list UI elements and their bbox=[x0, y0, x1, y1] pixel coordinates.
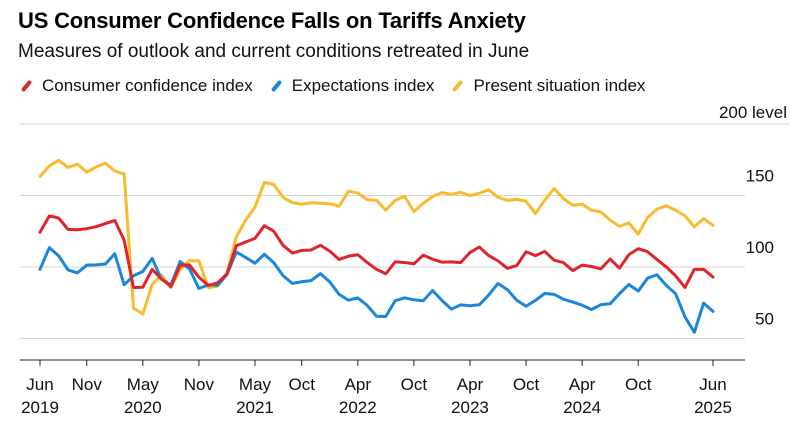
x-tick-year-34: 2022 bbox=[339, 398, 377, 417]
x-tick-label-58: Apr bbox=[569, 375, 596, 394]
y-tick-label-100: 100 bbox=[746, 238, 774, 257]
x-tick-label-72: Jun bbox=[699, 375, 726, 394]
x-tick-label-0: Jun bbox=[26, 375, 53, 394]
y-tick-label-150: 150 bbox=[746, 167, 774, 186]
x-tick-year-46: 2023 bbox=[451, 398, 489, 417]
x-tick-year-72: 2025 bbox=[694, 398, 732, 417]
series-line-consumer-confidence bbox=[38, 214, 715, 289]
legend-label-present-situation: Present situation index bbox=[473, 76, 646, 95]
chart-subtitle: Measures of outlook and current conditio… bbox=[18, 41, 530, 62]
legend-item-present-situation: Present situation index bbox=[449, 76, 645, 96]
y-tick-label-50: 50 bbox=[755, 310, 774, 329]
gridlines bbox=[20, 123, 790, 340]
x-tick-label-28: Oct bbox=[288, 375, 315, 394]
series-line-present-situation bbox=[38, 158, 715, 316]
x-tick-label-40: Oct bbox=[401, 375, 428, 394]
series-lines bbox=[38, 158, 715, 334]
legend-item-expectations: Expectations index bbox=[268, 76, 435, 96]
x-tick-label-11: May bbox=[127, 375, 160, 394]
legend-label-consumer-confidence: Consumer confidence index bbox=[42, 76, 253, 95]
x-tick-year-23: 2021 bbox=[236, 398, 274, 417]
legend-label-expectations: Expectations index bbox=[291, 76, 435, 95]
y-unit-label: 200 level bbox=[719, 103, 787, 122]
x-tick-label-23: May bbox=[239, 375, 272, 394]
x-tick-label-64: Oct bbox=[625, 375, 652, 394]
chart-legend: Consumer confidence index Expectations i… bbox=[18, 76, 660, 96]
x-tick-year-0: 2019 bbox=[21, 398, 59, 417]
x-tick-label-52: Oct bbox=[513, 375, 540, 394]
x-tick-label-17: Nov bbox=[184, 375, 215, 394]
y-axis: 200 level 50 100 150 bbox=[719, 103, 787, 329]
x-tick-label-46: Apr bbox=[457, 375, 484, 394]
x-tick-year-11: 2020 bbox=[124, 398, 162, 417]
legend-item-consumer-confidence: Consumer confidence index bbox=[18, 76, 253, 96]
x-tick-year-58: 2024 bbox=[563, 398, 601, 417]
x-tick-label-34: Apr bbox=[345, 375, 372, 394]
x-axis: Jun 2019 Nov May 2020 Nov May 2021 Oct Apr 2022 Oct… bbox=[20, 359, 745, 417]
chart-title: US Consumer Confidence Falls on Tariffs … bbox=[18, 8, 526, 33]
x-tick-label-5: Nov bbox=[72, 375, 103, 394]
series-line-expectations bbox=[38, 246, 715, 334]
